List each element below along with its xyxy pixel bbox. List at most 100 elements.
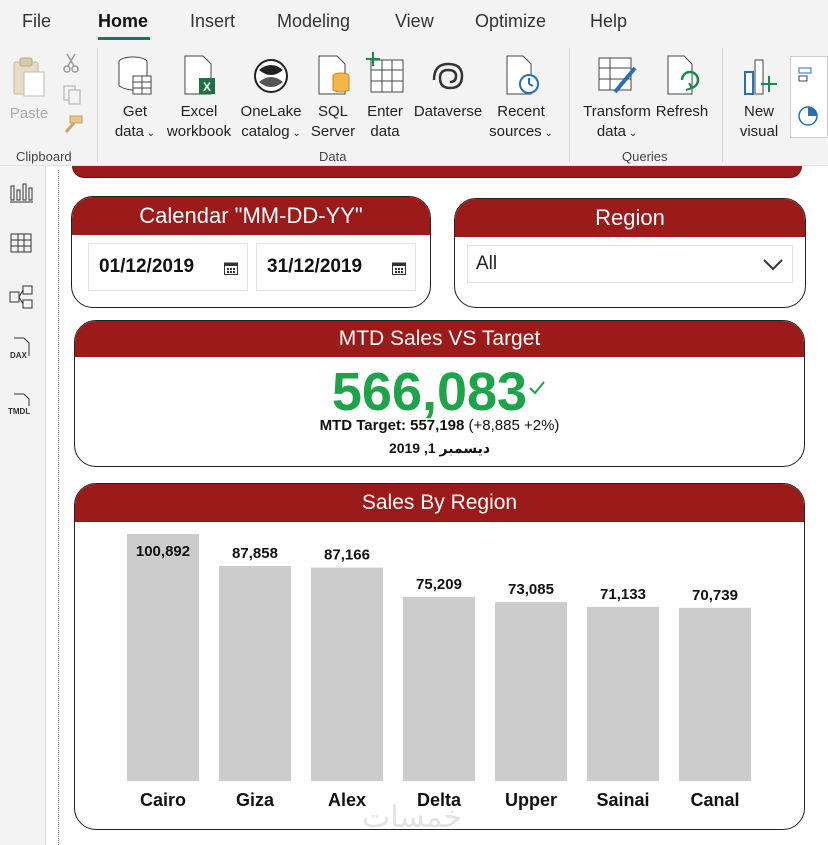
dataverse-button[interactable]: Dataverse <box>412 54 484 122</box>
bar-canal[interactable] <box>679 607 751 781</box>
calendar-icon[interactable] <box>223 260 239 276</box>
top-visual-header-bar <box>72 166 802 178</box>
database-icon <box>118 56 152 95</box>
dataverse-icon <box>432 62 464 90</box>
bar-delta[interactable] <box>403 596 475 781</box>
ribbon: Paste Clipboard Get data ⌄ X Excel workboo… <box>0 42 828 166</box>
sql-server-button[interactable]: SQL Server <box>310 54 356 142</box>
new-visual-icon <box>744 59 777 95</box>
menu-home[interactable]: Home <box>98 11 149 31</box>
category-label: Canal <box>690 790 739 810</box>
calendar-slicer-card: Calendar "MM-DD-YY" 01/12/2019 31/12/201… <box>71 196 431 308</box>
refresh-button[interactable]: Refresh <box>654 54 710 122</box>
transform-data-icon <box>598 57 637 94</box>
mtd-kpi-card: MTD Sales VS Target 566,083 MTD Target: … <box>74 320 805 467</box>
report-view-icon[interactable] <box>8 180 34 206</box>
sales-by-region-chart: 100,892 Cairo 87,858 Giza 87,166 Alex 75,209 De… <box>127 534 751 810</box>
category-label: Upper <box>505 790 557 810</box>
bar-value-label: 73,085 <box>508 581 554 598</box>
kpi-target-line: MTD Target: 557,198 (+8,885 +2%) <box>75 417 804 434</box>
bar-value-label: 75,209 <box>416 576 462 593</box>
pie-chart-icon <box>798 106 818 126</box>
svg-text:X: X <box>203 80 211 94</box>
end-date-value: 31/12/2019 <box>267 256 363 277</box>
region-dropdown[interactable]: All <box>467 245 793 283</box>
get-data-button[interactable]: Get data ⌄ <box>108 54 162 144</box>
start-date-value: 01/12/2019 <box>99 256 195 277</box>
refresh-icon <box>667 55 700 95</box>
region-selected-value: All <box>476 253 498 274</box>
transform-data-button[interactable]: Transform data ⌄ <box>580 54 654 144</box>
region-slicer-card: Region All <box>454 198 806 308</box>
sql-server-icon <box>318 55 350 95</box>
menu-help[interactable]: Help <box>590 11 628 31</box>
menu-modeling[interactable]: Modeling <box>277 11 351 31</box>
bar-value-label: 70,739 <box>692 587 738 604</box>
bar-chart-icon <box>798 67 812 82</box>
svg-text:DAX: DAX <box>10 351 28 360</box>
format-painter-icon[interactable] <box>60 114 84 136</box>
checkmark-icon <box>529 381 545 395</box>
bar-value-label: 71,133 <box>600 586 646 603</box>
tmdl-view-icon[interactable]: TMDL <box>8 392 34 418</box>
ribbon-separator <box>97 48 98 162</box>
bar-cairo[interactable] <box>127 534 199 781</box>
calendar-slicer-title: Calendar "MM-DD-YY" <box>72 197 430 235</box>
kpi-target-value: 557,198 <box>410 417 465 434</box>
menu-optimize[interactable]: Optimize <box>475 11 547 31</box>
model-view-icon[interactable] <box>8 284 34 310</box>
sales-by-region-card: Sales By Region 100,892 Cairo 87,858 Giza 87… <box>74 483 805 830</box>
menu-insert[interactable]: Insert <box>190 11 236 31</box>
bar-value-label: 87,166 <box>324 547 370 564</box>
cut-icon[interactable] <box>62 52 80 74</box>
kpi-value: 566,083 <box>75 361 804 423</box>
menu-bar: File Home Insert Modeling View Optimize … <box>0 0 828 42</box>
table-view-icon[interactable] <box>8 230 34 256</box>
chart-title: Sales By Region <box>75 484 804 522</box>
category-label: Delta <box>417 790 462 810</box>
category-label: Alex <box>328 790 366 810</box>
chevron-down-icon[interactable] <box>762 258 784 272</box>
bar-value-label: 100,892 <box>136 543 190 560</box>
menu-file[interactable]: File <box>22 11 52 31</box>
start-date-input[interactable]: 01/12/2019 <box>88 243 248 291</box>
dax-query-view-icon[interactable]: DAX <box>8 336 34 362</box>
data-group-label: Data <box>319 149 347 164</box>
bar-sainai[interactable] <box>587 606 659 781</box>
active-tab-indicator <box>98 37 150 40</box>
recent-sources-icon <box>506 55 539 95</box>
ribbon-separator <box>569 48 570 162</box>
queries-group-label: Queries <box>622 149 668 164</box>
excel-workbook-button[interactable]: X Excel workbook <box>164 54 234 142</box>
kpi-date: دیسمبر 1, 2019 <box>388 440 491 456</box>
bar-value-label: 87,858 <box>232 545 278 562</box>
category-label: Giza <box>236 790 275 810</box>
category-label: Cairo <box>140 790 186 810</box>
enter-data-button[interactable]: Enter data <box>362 52 408 142</box>
kpi-target-label: MTD Target: <box>319 417 406 434</box>
visual-gallery[interactable] <box>790 56 828 138</box>
new-visual-button[interactable]: New visual <box>734 54 784 142</box>
kpi-delta: (+8,885 +2%) <box>468 417 560 434</box>
menu-view[interactable]: View <box>395 11 434 31</box>
clipboard-group-label: Clipboard <box>16 149 72 164</box>
onelake-icon <box>254 59 288 93</box>
category-label: Sainai <box>596 790 649 810</box>
view-rail: DAX TMDL <box>0 166 46 845</box>
ribbon-separator <box>722 48 723 162</box>
end-date-input[interactable]: 31/12/2019 <box>256 243 416 291</box>
region-slicer-title: Region <box>455 199 805 237</box>
excel-icon: X <box>184 55 215 95</box>
recent-sources-button[interactable]: Recent sources ⌄ <box>486 54 556 144</box>
bar-alex[interactable] <box>311 567 383 781</box>
paste-button[interactable]: Paste <box>8 56 50 124</box>
kpi-value-text: 566,083 <box>331 362 528 422</box>
canvas-border <box>58 170 59 845</box>
onelake-catalog-button[interactable]: OneLake catalog ⌄ <box>238 54 304 144</box>
svg-text:TMDL: TMDL <box>8 407 30 416</box>
copy-icon[interactable] <box>62 84 82 106</box>
calendar-icon[interactable] <box>391 260 407 276</box>
table-plus-icon <box>366 52 404 93</box>
bar-giza[interactable] <box>219 565 291 781</box>
bar-upper[interactable] <box>495 602 567 781</box>
